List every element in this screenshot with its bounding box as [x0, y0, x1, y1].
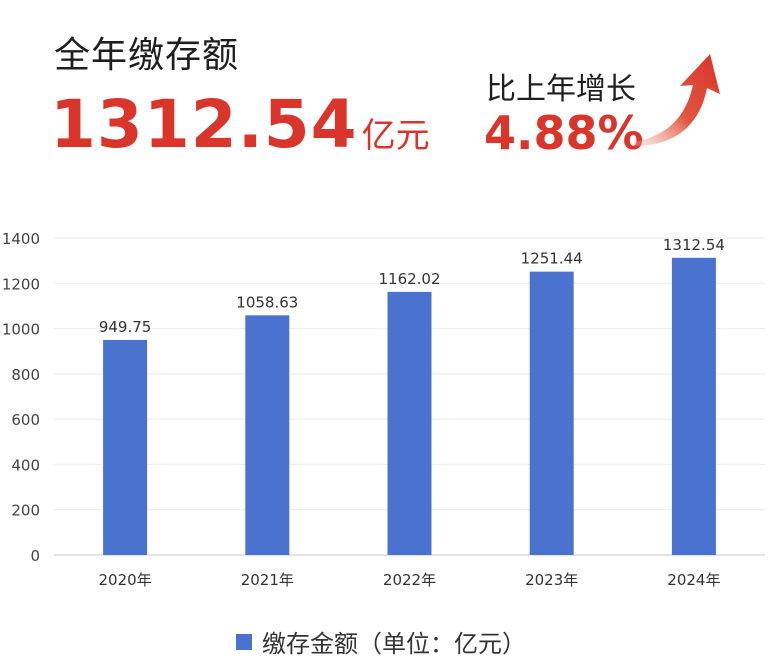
bar: [103, 339, 148, 555]
data-label: 1162.02: [378, 270, 440, 288]
legend-label: 缴存金额（单位：亿元）: [262, 630, 526, 658]
y-tick-label: 200: [11, 502, 40, 520]
data-label: 1058.63: [236, 293, 298, 311]
data-label: 949.75: [99, 318, 152, 336]
x-tick-label: 2024年: [667, 571, 720, 589]
y-tick-label: 800: [11, 366, 40, 384]
growth-label: 比上年增长: [486, 72, 636, 107]
growth-value: 4.88%: [484, 106, 644, 160]
x-tick-label: 2020年: [99, 571, 152, 589]
data-label: 1251.44: [521, 250, 583, 268]
bar-chart: 0 200 400 600 800 1000 1200 1400 949.75 2020年 1058…: [2, 230, 765, 589]
y-tick-label: 0: [30, 547, 40, 565]
page-title: 全年缴存额: [54, 35, 240, 76]
y-tick-label: 400: [11, 456, 40, 474]
y-tick-label: 600: [11, 411, 40, 429]
total-amount: 1312.54 亿元: [50, 86, 430, 163]
y-tick-label: 1000: [2, 321, 40, 339]
total-amount-unit: 亿元: [361, 116, 430, 156]
x-tick-label: 2022年: [383, 571, 436, 589]
data-label: 1312.54: [663, 236, 725, 254]
bar: [671, 257, 716, 555]
bar: [245, 315, 290, 555]
bar: [529, 271, 574, 555]
y-tick-label: 1400: [2, 230, 40, 248]
bar: [387, 291, 432, 555]
total-amount-value: 1312.54: [50, 86, 358, 163]
y-tick-label: 1200: [2, 275, 40, 293]
x-tick-label: 2023年: [525, 571, 578, 589]
legend: 缴存金额（单位：亿元）: [236, 624, 526, 659]
legend-swatch: [236, 633, 252, 650]
trend-up-arrow-icon: [634, 54, 720, 146]
x-tick-label: 2021年: [241, 571, 294, 589]
